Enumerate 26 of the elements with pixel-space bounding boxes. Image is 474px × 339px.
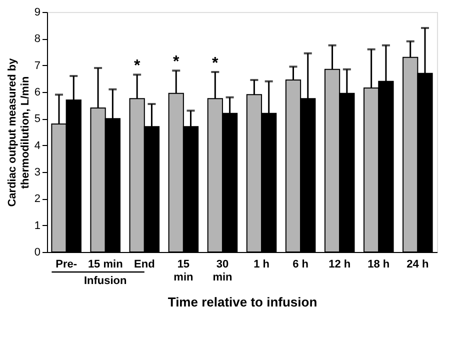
x-tick-label: 30 min [212,258,233,284]
annotation: * [212,55,220,72]
y-tick-label: 4 [34,140,40,152]
text: Infusion [84,275,128,287]
x-tick-label: 12 h [328,258,351,270]
y-tick-label: 3 [34,166,40,178]
y-tick-label: 5 [34,113,40,126]
y-tick-label: 2 [34,193,40,206]
y-tick-label: 9 [34,6,40,18]
annotation: * [134,58,141,75]
x-tick-label: 15 min [174,258,194,284]
annotation: * [173,54,180,71]
x-tick-label: 15 min [88,258,124,270]
y-axis-title: Cardiac output measured by thermodilution, L/min [6,57,32,207]
x-axis-title: Time relative to infusion [168,294,318,310]
y-tick-label: 0 [34,246,40,258]
y-tick-label: 6 [34,86,40,98]
y-tick-label: 8 [34,33,40,46]
y-tick-label: 1 [34,220,40,232]
x-tick-label: 1 h [254,258,270,270]
x-tick-label: 18 h [368,258,390,270]
x-tick-label: End [134,258,155,270]
x-tick-label: Pre- [56,258,78,270]
x-tick-label: 6 h [292,258,309,270]
x-tick-label: 24 h [406,258,429,270]
y-tick-label: 7 [34,60,40,72]
